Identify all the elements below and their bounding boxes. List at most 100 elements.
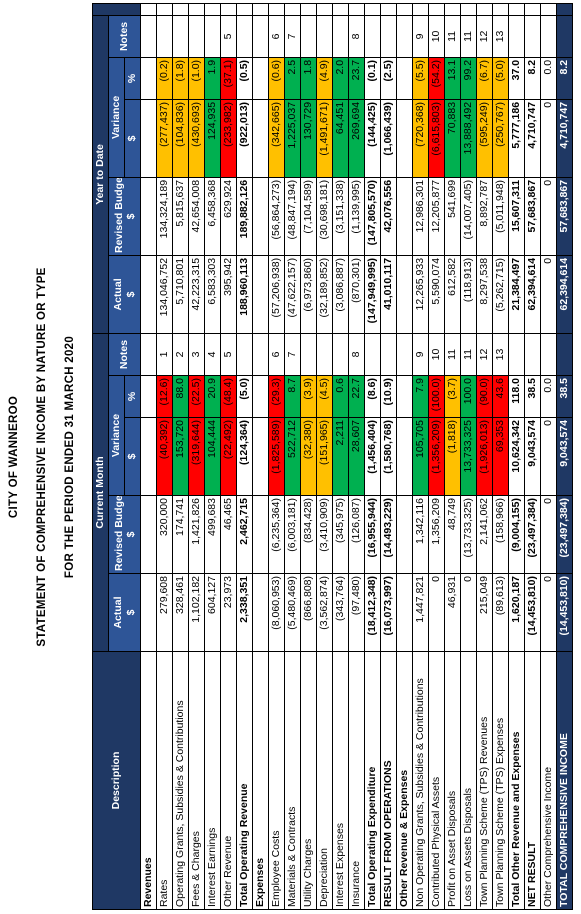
row-description: Materials & Contracts <box>284 651 301 910</box>
cm-variance-dollar: (22,492) <box>220 417 237 496</box>
cm-actual: (14,453,810) <box>556 573 573 652</box>
cm-variance-dollar: (1,356,209) <box>428 417 445 496</box>
cm-variance-dollar: 105,705 <box>412 417 429 496</box>
empty-cell <box>140 177 157 256</box>
col-ytd-notes: Notes <box>108 15 141 58</box>
cm-budget: (158,966) <box>492 495 509 574</box>
ytd-variance-pct: 37.0 <box>508 57 525 100</box>
ytd-note <box>556 15 573 58</box>
empty-cell <box>300 3 317 16</box>
ytd-note: 11 <box>460 15 477 58</box>
ytd-variance-dollar: 1,225,037 <box>284 99 301 178</box>
ytd-budget: 6,458,368 <box>204 177 221 256</box>
row-description: Depreciation <box>316 651 333 910</box>
cm-budget: (6,003,181) <box>284 495 301 574</box>
cm-note: 10 <box>428 333 445 376</box>
row-description: Revenues <box>140 651 157 910</box>
row-description: Total Operating Revenue <box>236 651 253 910</box>
cm-variance-pct: (8.6) <box>364 375 381 418</box>
ytd-note <box>204 15 221 58</box>
ytd-actual: 134,046,752 <box>156 255 173 334</box>
income-statement-table: Description Current Month Year to Date A… <box>92 3 573 910</box>
ytd-variance-dollar: (430,693) <box>188 99 205 178</box>
cm-budget: (23,497,384) <box>524 495 541 574</box>
empty-cell <box>140 255 157 334</box>
cm-variance-dollar: 9,043,574 <box>524 417 541 496</box>
empty-cell <box>252 177 269 256</box>
cm-actual: 604,127 <box>204 573 221 652</box>
ytd-note <box>156 15 173 58</box>
cm-variance-dollar: (1,580,768) <box>380 417 397 496</box>
table-row: Insurance (97,480) (126,087) 28,607 22.7 8 (87… <box>348 3 365 910</box>
ytd-note <box>332 15 349 58</box>
cm-variance-pct: (48.4) <box>220 375 237 418</box>
cm-budget: (14,493,229) <box>380 495 397 574</box>
cm-variance-dollar: 9,043,574 <box>556 417 573 496</box>
ytd-budget: 12,986,301 <box>412 177 429 256</box>
table-row: Other Revenue 23,973 46,465 (22,492) (48.4) 5… <box>220 3 237 910</box>
cm-actual: 215,049 <box>476 573 493 652</box>
cm-variance-pct: (5.0) <box>236 375 253 418</box>
empty-cell <box>396 177 413 256</box>
table-row: Employee Costs (8,060,953) (6,235,364) (1,8… <box>268 3 285 910</box>
col-notes-extra <box>92 3 141 16</box>
ytd-budget: 5,815,637 <box>172 177 189 256</box>
empty-cell <box>396 375 413 418</box>
cm-variance-dollar: (151,965) <box>316 417 333 496</box>
empty-cell <box>284 3 301 16</box>
empty-cell <box>252 333 269 376</box>
row-description: Loss on Assets Disposals <box>460 651 477 910</box>
cm-variance-dollar: 104,444 <box>204 417 221 496</box>
cm-variance-dollar: (1,818) <box>444 417 461 496</box>
ytd-variance-pct: 2.5 <box>284 57 301 100</box>
cm-variance-dollar: 13,733,325 <box>460 417 477 496</box>
cm-note <box>556 333 573 376</box>
cm-note: 13 <box>492 333 509 376</box>
cm-budget: (23,497,384) <box>556 495 573 574</box>
col-ytd-variance: Variance <box>108 57 125 178</box>
ytd-variance-pct: (6.7) <box>476 57 493 100</box>
cm-budget: 1,421,826 <box>188 495 205 574</box>
empty-cell <box>396 333 413 376</box>
ytd-actual: 0 <box>540 255 557 334</box>
empty-cell <box>332 3 349 16</box>
ytd-note <box>524 15 541 58</box>
empty-cell <box>396 573 413 652</box>
cm-variance-dollar: 69,353 <box>492 417 509 496</box>
cm-variance-dollar: 2,211 <box>332 417 349 496</box>
ytd-actual: 6,583,303 <box>204 255 221 334</box>
cm-actual: (8,060,953) <box>268 573 285 652</box>
cm-note <box>300 333 317 376</box>
ytd-budget: (56,864,273) <box>268 177 285 256</box>
cm-note <box>524 333 541 376</box>
ytd-actual: (6,973,860) <box>300 255 317 334</box>
cm-variance-dollar: 153,720 <box>172 417 189 496</box>
ytd-actual: 21,384,497 <box>508 255 525 334</box>
cm-budget: 174,741 <box>172 495 189 574</box>
ytd-actual: 62,394,614 <box>524 255 541 334</box>
cm-note: 6 <box>268 333 285 376</box>
ytd-variance-pct: 8.2 <box>556 57 573 100</box>
ytd-note <box>508 15 525 58</box>
cm-note: 8 <box>348 333 365 376</box>
cm-actual: 0 <box>428 573 445 652</box>
cm-variance-pct: 38.5 <box>556 375 573 418</box>
table-row: Non Operating Grants, Subsidies & Contri… <box>412 3 429 910</box>
cm-variance-pct: 118.0 <box>508 375 525 418</box>
cm-budget: 2,141,062 <box>476 495 493 574</box>
ytd-variance-dollar: (233,982) <box>220 99 237 178</box>
cm-note: 5 <box>220 333 237 376</box>
table-row: Utility Charges (866,808) (834,428) (32,380… <box>300 3 317 910</box>
ytd-note: 8 <box>348 15 365 58</box>
ytd-budget: 134,324,189 <box>156 177 173 256</box>
empty-cell <box>540 3 557 16</box>
ytd-budget: (48,847,194) <box>284 177 301 256</box>
row-description: RESULT FROM OPERATIONS <box>380 651 397 910</box>
row-description: Contributed Physical Assets <box>428 651 445 910</box>
empty-cell <box>140 375 157 418</box>
ytd-budget: (5,011,948) <box>492 177 509 256</box>
col-ytd-actual: Actual $ <box>108 255 141 334</box>
cm-variance-pct: (29.3) <box>268 375 285 418</box>
cm-variance-pct: (4.5) <box>316 375 333 418</box>
ytd-budget: (147,805,570) <box>364 177 381 256</box>
